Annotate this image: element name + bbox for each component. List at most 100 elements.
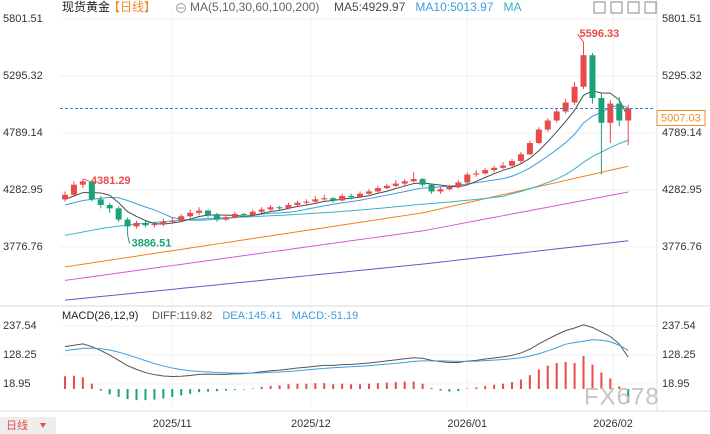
last-price-label: 5007.03 [661,112,701,124]
candle-body [169,220,176,222]
macd-bar [475,387,478,390]
candle-body [500,165,507,168]
annotation: 3886.51 [132,238,172,250]
ma-line [64,191,629,281]
toggle-icon[interactable] [176,3,186,13]
candle-body [151,224,158,226]
macd-bar [484,385,487,390]
indicator[interactable]: MA(5,10,30,60,100,200) [190,0,319,14]
macd-bar [72,375,75,390]
macd-bar [207,389,210,392]
x-tick-label: 2026/01 [447,418,487,430]
y-tick-label: 4789.14 [3,127,43,139]
candle-body [312,199,319,202]
candle-body [464,174,471,183]
candle-body [473,173,480,175]
candle-body [392,183,399,186]
macd-bar [511,382,513,390]
candle-body [124,219,131,227]
macd-bar [215,389,218,392]
watermark: FX678 [584,383,660,410]
candle-body [365,191,372,194]
candle-body [178,216,185,221]
annotation-leader [577,33,584,43]
macd-bar [305,383,308,390]
candle-body [294,202,301,205]
macd-bar [323,383,326,390]
macd-bar [180,389,183,396]
candle-body [303,201,310,203]
candle-body [517,154,524,162]
candle-body [285,204,292,209]
candle-body [607,103,614,123]
candle-body [580,55,587,87]
candle-body [70,184,77,195]
candle-body [410,179,417,182]
annotation-leader [82,178,90,182]
y-tick-label: 18.95 [662,378,690,390]
macd-bar [573,363,576,390]
candle-body [509,161,515,166]
candle-body [267,207,274,210]
macd-title: MACD(26,12,9) [62,310,138,322]
tool-icon[interactable] [627,1,640,14]
legend-entry: MACD:-51.19 [292,310,359,322]
candle-body [357,193,364,198]
y-tick-label: 5295.32 [3,70,43,82]
candle-body [419,179,426,185]
tool-icon[interactable] [644,1,657,14]
macd-bar [117,389,120,397]
candle-body [562,102,569,112]
candle-body [553,111,560,121]
candle-body [616,103,623,121]
candle-body [348,195,355,198]
candle-body [276,207,283,209]
legend: DIFF:119.82 DEA:145.41 MACD:-51.19 [152,310,358,322]
candle-body [571,86,578,103]
macd-bar [242,389,245,390]
candle-body [240,213,247,216]
tool-icon[interactable] [610,1,623,14]
period[interactable]: 【日线】 [108,0,156,14]
macd-bar [81,377,84,390]
macd-bar [332,384,335,390]
legend: MA5:4929.97 MA10:5013.97 MA [334,0,521,14]
candle-body [142,222,149,226]
macd-bar [269,385,272,390]
macd-bar [537,369,540,390]
macd-bar [493,384,496,390]
macd-bar [367,383,370,390]
candle-body [383,185,390,189]
ma-line [64,90,629,225]
macd-bar [394,382,397,390]
ma-line [64,240,629,301]
candle-body [598,97,605,123]
candle-body [213,215,220,220]
candle-body [428,184,435,192]
macd-bar [287,384,290,390]
macd-bar [403,381,406,390]
macd-bar [439,389,442,391]
candle-body [249,211,256,216]
macd-bar [555,363,558,390]
x-tick-label: 2026/02 [593,418,633,430]
macd-bar [314,383,317,390]
macd-bar [341,383,344,390]
candle-body [625,108,632,121]
macd-bar [126,389,129,400]
x-tick-label: 2025/12 [291,418,331,430]
macd-bar [385,382,388,390]
candle-body [258,209,265,212]
y-tick-label: 4282.95 [3,184,43,196]
macd-bar [591,364,594,390]
period-button-label[interactable]: 日线 [6,418,28,432]
macd-bar [502,383,505,390]
period-button[interactable] [0,417,56,434]
chart-title: 现货黄金 [62,0,110,14]
tool-icon[interactable] [593,1,606,14]
ma-line [64,139,629,236]
y-tick-label: 4789.14 [662,127,702,139]
macd-bar [189,389,192,394]
y-tick-label: 3776.76 [662,241,702,253]
